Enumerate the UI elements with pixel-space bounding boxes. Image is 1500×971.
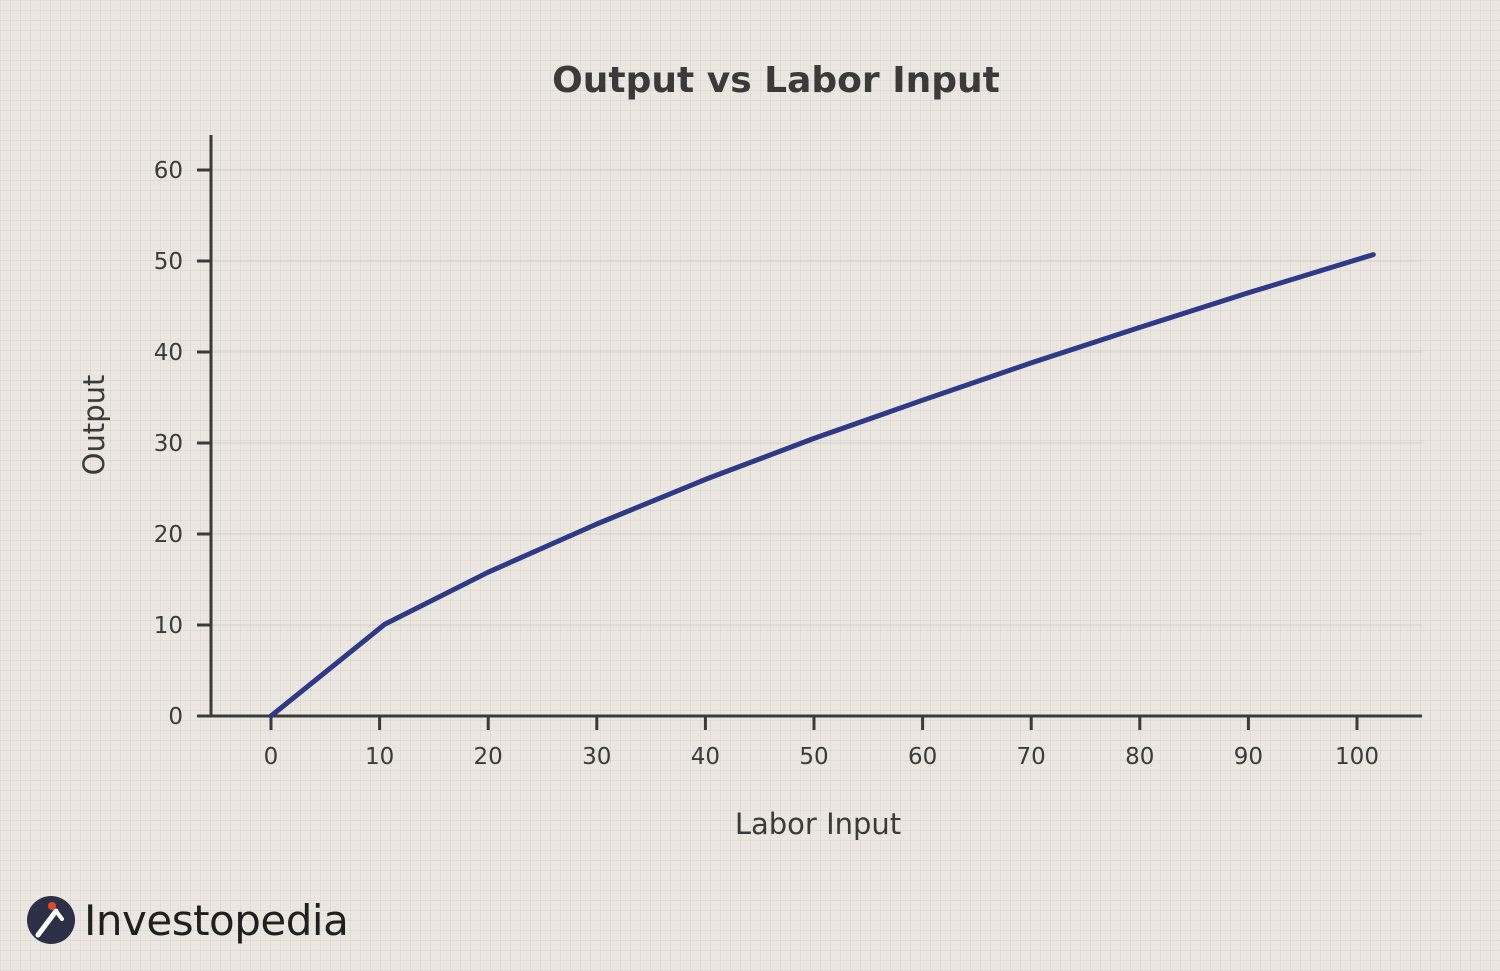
y-tick-label-60: 60 — [154, 158, 183, 184]
y-tick-label-50: 50 — [154, 249, 183, 275]
x-tick-label-90: 90 — [1234, 744, 1263, 770]
brand-logo: Investopedia — [26, 895, 349, 945]
axes-layer — [197, 135, 1422, 718]
y-tick-label-0: 0 — [168, 704, 183, 730]
y-tick-label-30: 30 — [154, 431, 183, 457]
chart-title: Output vs Labor Input — [552, 60, 1000, 101]
y-axis-label: Output — [77, 375, 111, 476]
y-tick-label-20: 20 — [154, 522, 183, 548]
x-axis-label: Labor Input — [735, 807, 901, 841]
x-tick-label-0: 0 — [264, 744, 279, 770]
x-tick-label-50: 50 — [799, 744, 828, 770]
series-layer — [268, 252, 1376, 719]
x-tick-label-100: 100 — [1335, 744, 1379, 770]
x-tick-label-80: 80 — [1125, 744, 1154, 770]
x-tick-label-70: 70 — [1017, 744, 1046, 770]
brand-name: Investopedia — [84, 895, 349, 945]
x-tick-label-60: 60 — [908, 744, 937, 770]
investopedia-logo-icon — [27, 896, 75, 944]
x-tick-label-30: 30 — [582, 744, 611, 770]
x-tick-label-10: 10 — [365, 744, 394, 770]
x-tick-label-20: 20 — [474, 744, 503, 770]
y-tick-label-40: 40 — [154, 340, 183, 366]
x-tick-label-40: 40 — [691, 744, 720, 770]
series-line-0 — [268, 252, 1376, 719]
ticks-layer: 0 10 20 30 40 50 60 0 10 20 30 40 50 60 70 80 90 100 — [154, 158, 1379, 770]
y-tick-label-10: 10 — [154, 613, 183, 639]
grid-layer — [211, 169, 1422, 626]
